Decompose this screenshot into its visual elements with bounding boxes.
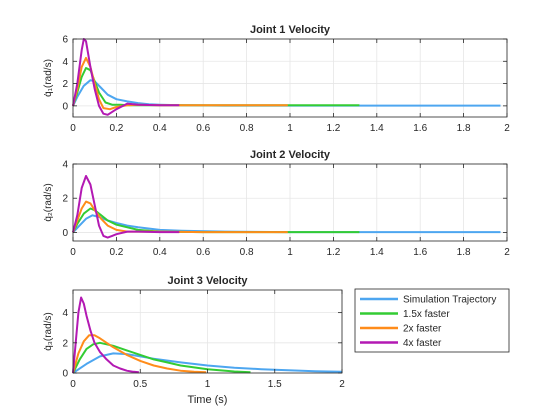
x-tick-label: 2 (504, 123, 510, 134)
subplot-joint-2: 0 0.2 0.4 0.6 0.8 1 1.2 1.4 1.6 1.8 2 0 2 4 Joint 2 V… (43, 149, 510, 258)
y-tick-label: 0 (62, 101, 68, 112)
x-tick-label: 1.2 (326, 123, 340, 134)
x-tick-label: 0.5 (133, 379, 147, 390)
series-line (72, 341, 251, 374)
subplot-title: Joint 3 Velocity (167, 275, 248, 287)
y-tick-label: 4 (62, 57, 68, 68)
legend-label: Simulation Trajectory (403, 295, 496, 306)
y-tick-label: 0 (62, 369, 68, 380)
legend-label: 1.5x faster (403, 309, 450, 320)
legend-entry: 4x faster (360, 338, 442, 349)
x-tick-label: 0.6 (196, 247, 210, 258)
x-tick-label: 1.4 (370, 123, 384, 134)
x-tick-label: 1.4 (370, 247, 384, 258)
x-tick-label: 0.4 (153, 123, 167, 134)
subplot-joint-3: 0 0.5 1 1.5 2 0 2 4 Joint 3 Velocity q̇₃(rad/s)… (43, 275, 345, 406)
y-tick-label: 2 (62, 79, 68, 90)
series-line (72, 296, 139, 374)
x-tick-label: 1.6 (413, 247, 427, 258)
legend-entry: 2x faster (360, 324, 442, 335)
y-tick-label: 6 (62, 35, 68, 46)
x-tick-label: 0.2 (109, 247, 123, 258)
series-line (72, 200, 288, 234)
x-tick-label: 0.6 (196, 123, 210, 134)
x-tick-label: 2 (339, 379, 345, 390)
x-tick-label: 1.8 (457, 123, 471, 134)
x-tick-label: 0.8 (240, 247, 254, 258)
x-tick-label: 0.2 (109, 123, 123, 134)
y-axis-label: q̇₂(rad/s) (43, 183, 54, 221)
y-tick-label: 0 (62, 228, 68, 239)
y-axis-label: q̇₃(rad/s) (43, 312, 54, 351)
x-tick-label: 1 (287, 123, 293, 134)
y-tick-label: 4 (62, 308, 68, 319)
x-tick-label: 1.2 (326, 247, 340, 258)
x-tick-label: 0 (70, 123, 76, 134)
x-tick-label: 0.8 (240, 123, 254, 134)
x-tick-label: 1.5 (268, 379, 282, 390)
legend-entry: Simulation Trajectory (360, 295, 496, 306)
series-line (72, 38, 180, 116)
subplot-title: Joint 2 Velocity (250, 149, 331, 161)
x-tick-label: 1 (205, 379, 211, 390)
x-tick-label: 0.4 (153, 247, 167, 258)
y-tick-label: 2 (62, 338, 68, 349)
y-tick-label: 2 (62, 194, 68, 205)
y-tick-label: 4 (62, 160, 68, 171)
x-tick-label: 0 (70, 247, 76, 258)
x-tick-label: 2 (504, 247, 510, 258)
subplot-joint-1: 0 0.2 0.4 0.6 0.8 1 1.2 1.4 1.6 1.8 2 0 2 4 6 Joint 1 … (43, 24, 510, 134)
series-line (72, 56, 288, 111)
x-tick-label: 1 (287, 247, 293, 258)
x-tick-label: 1.8 (457, 247, 471, 258)
series-line (72, 334, 207, 374)
series-line (72, 175, 180, 239)
x-tick-label: 0 (70, 379, 76, 390)
legend-entry: 1.5x faster (360, 309, 450, 320)
subplot-title: Joint 1 Velocity (250, 24, 331, 36)
legend-label: 4x faster (403, 338, 442, 349)
y-axis-label: q̇₁(rad/s) (43, 59, 54, 97)
x-tick-label: 1.6 (413, 123, 427, 134)
x-axis-label: Time (s) (188, 394, 228, 406)
legend: Simulation Trajectory 1.5x faster 2x fas… (354, 288, 510, 353)
legend-label: 2x faster (403, 324, 442, 335)
